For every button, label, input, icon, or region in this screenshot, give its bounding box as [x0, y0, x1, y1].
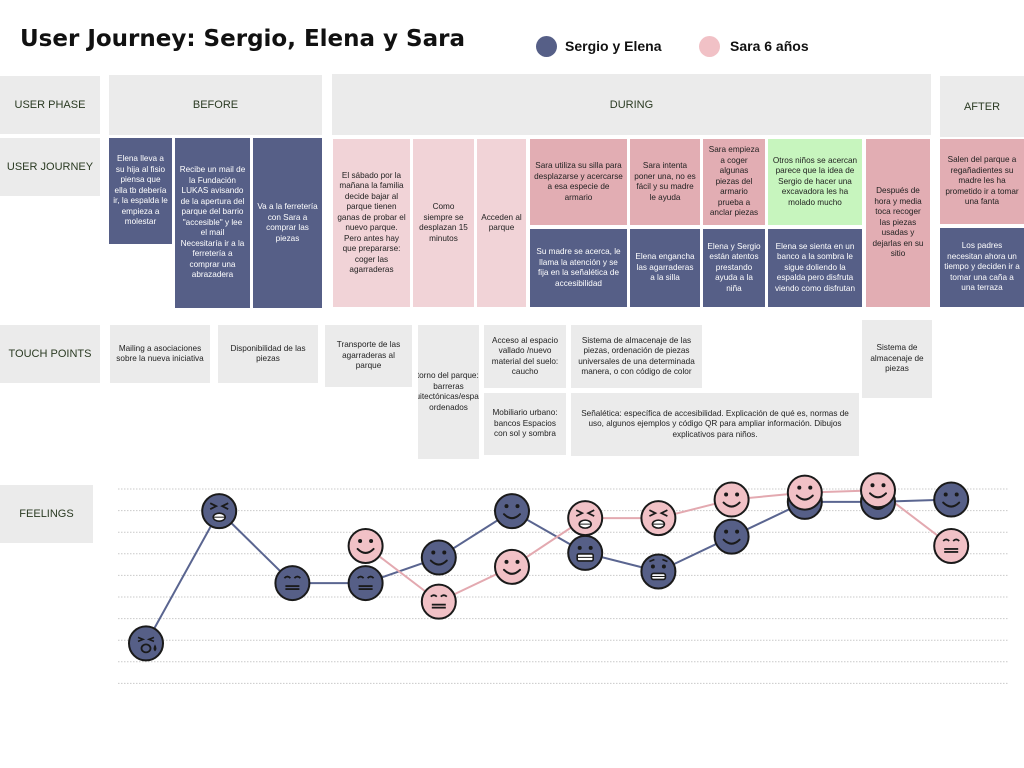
sergio-elena-happy-face [494, 493, 530, 530]
journey-card: Elena y Sergio están atentos prestando a… [703, 229, 765, 307]
touch-point-card: Mobiliario urbano: bancos Espacios con s… [484, 393, 566, 455]
sergio-elena-crying-face [128, 625, 164, 662]
legend-swatch-sara [699, 36, 720, 57]
touch-point-card: Entorno del parque: no barreras arquitec… [418, 325, 479, 459]
journey-card: Elena engancha las agarraderas a la sill… [630, 229, 700, 307]
sergio-elena-happy-face [713, 518, 750, 555]
journey-card: Otros niños se acercan parece que la ide… [768, 139, 862, 225]
journey-card: Acceden al parque [477, 139, 526, 307]
journey-card: Después de hora y media toca recoger las… [866, 139, 930, 307]
journey-card: Sara intenta poner una, no es fácil y su… [630, 139, 700, 225]
journey-card: Elena lleva a su hija al fisio piensa qu… [109, 138, 172, 244]
touch-point-card: Sistema de almacenaje de piezas [862, 320, 932, 398]
page-title: User Journey: Sergio, Elena y Sara [20, 26, 466, 52]
sergio-elena-happy-face [933, 481, 970, 518]
touch-point-card: Sistema de almacenaje de las piezas, ord… [571, 325, 702, 388]
row-label-user-phase: USER PHASE [0, 76, 100, 134]
journey-card: Va a la ferretería con Sara a comprar la… [253, 138, 322, 308]
sergio-elena-angry-face [201, 493, 238, 530]
sara-neutral-face [933, 527, 970, 564]
row-label-touch-points: TOUCH POINTS [0, 325, 100, 383]
journey-card: Sara empieza a coger algunas piezas del … [703, 139, 765, 225]
phase-during: DURING [332, 74, 931, 135]
touch-point-card: Mailing a asociaciones sobre la nueva in… [110, 325, 210, 383]
legend-label-sergio-elena: Sergio y Elena [565, 38, 662, 54]
row-label-feelings: FEELINGS [0, 485, 93, 543]
sara-happy-face [347, 527, 384, 564]
sergio-elena-line [145, 498, 952, 644]
sergio-elena-grimace-face [567, 534, 604, 571]
journey-card: El sábado por la mañana la familia decid… [333, 139, 410, 307]
legend-swatch-sergio-elena [536, 36, 557, 57]
touch-point-card: Señalética: específica de accesibilidad.… [571, 393, 859, 456]
sergio-elena-happy-face [420, 539, 457, 576]
row-label-user-journey: USER JOURNEY [0, 138, 100, 196]
sara-happy-face [860, 472, 896, 509]
touch-point-card: Acceso al espacio vallado /nuevo materia… [484, 325, 566, 388]
sara-neutral-face [420, 583, 457, 620]
legend-label-sara: Sara 6 años [730, 38, 809, 54]
journey-card: Su madre se acerca, le llama la atención… [530, 229, 627, 307]
journey-card: Como siempre se desplazan 15 minutos [413, 139, 474, 307]
journey-card: Recibe un mail de la Fundación LUKAS avi… [175, 138, 250, 308]
journey-card: Salen del parque a regañadientes su madr… [940, 139, 1024, 224]
journey-card: Los padres necesitan ahora un tiempo y d… [940, 228, 1024, 307]
phase-after: AFTER [940, 76, 1024, 137]
journey-card: Elena se sienta en un banco a la sombra … [768, 229, 862, 307]
touch-point-card: Disponibilidad de las piezas [218, 325, 318, 383]
sara-angry-face [567, 500, 604, 537]
sergio-elena-neutral-face [347, 565, 384, 602]
touch-point-card: Transporte de las agarraderas al parque [325, 325, 412, 387]
sergio-elena-neutral-face [274, 565, 311, 602]
sara-angry-face [640, 500, 677, 537]
sara-happy-face [713, 481, 750, 518]
sara-happy-face [494, 548, 530, 585]
sara-happy-face [786, 474, 823, 511]
sergio-elena-worried-face [640, 553, 677, 590]
journey-card: Sara utiliza su silla para desplazarse y… [530, 139, 627, 225]
phase-before: BEFORE [109, 75, 322, 135]
